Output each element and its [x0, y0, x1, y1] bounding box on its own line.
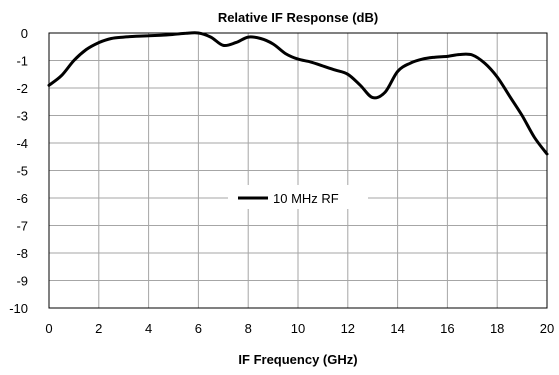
- x-tick-label: 0: [45, 321, 52, 336]
- legend: 10 MHz RF: [228, 185, 368, 209]
- y-tick-label: -9: [16, 274, 28, 289]
- y-tick-label: -1: [16, 54, 28, 69]
- y-tick-label: -7: [16, 219, 28, 234]
- x-tick-label: 12: [341, 321, 355, 336]
- y-tick-label: -5: [16, 164, 28, 179]
- series-line: [47, 31, 549, 156]
- x-tick-label: 4: [145, 321, 152, 336]
- x-axis-label: IF Frequency (GHz): [238, 352, 357, 367]
- legend-label: 10 MHz RF: [273, 191, 339, 206]
- x-tick-label: 8: [245, 321, 252, 336]
- x-tick-label: 20: [540, 321, 554, 336]
- y-tick-label: -4: [16, 136, 28, 151]
- x-tick-label: 18: [490, 321, 504, 336]
- plot-frame: [48, 32, 548, 309]
- y-tick-label: -8: [16, 246, 28, 261]
- x-axis-ticks: 0 2 4 6 8 10 12 14 16 18 20: [45, 321, 554, 336]
- y-tick-label: -2: [16, 81, 28, 96]
- y-tick-label: -6: [16, 191, 28, 206]
- grid: [48, 32, 548, 309]
- x-tick-label: 14: [390, 321, 404, 336]
- y-tick-label: -3: [16, 109, 28, 124]
- chart-title: Relative IF Response (dB): [218, 10, 378, 25]
- y-tick-label: 0: [21, 26, 28, 41]
- y-axis-ticks: 0 -1 -2 -3 -4 -5 -6 -7 -8 -9 -10: [9, 26, 28, 316]
- x-tick-label: 10: [291, 321, 305, 336]
- x-tick-label: 6: [195, 321, 202, 336]
- y-tick-label: -10: [9, 301, 28, 316]
- x-tick-label: 2: [95, 321, 102, 336]
- series-group: [47, 31, 549, 156]
- x-tick-label: 16: [440, 321, 454, 336]
